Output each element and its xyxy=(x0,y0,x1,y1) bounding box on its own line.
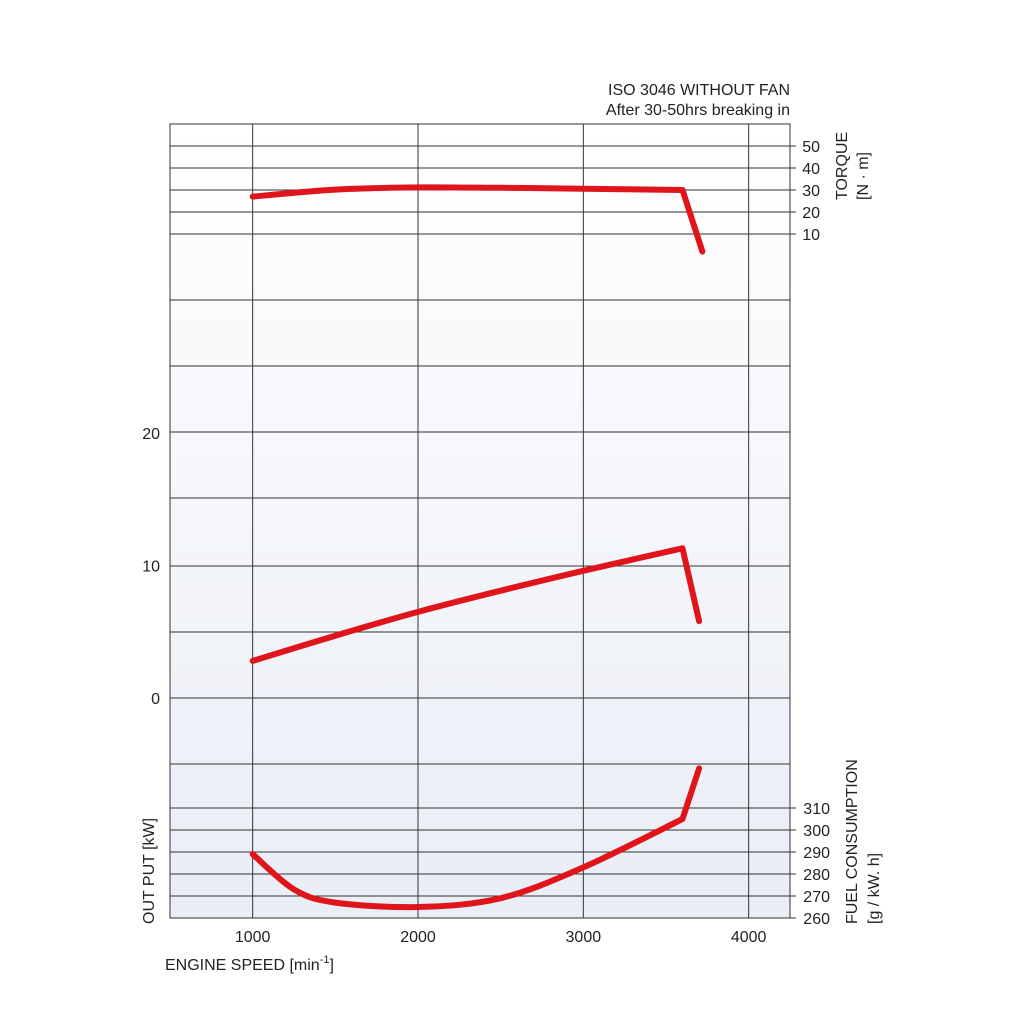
x-axis-title-sup: -1 xyxy=(320,954,330,966)
output-axis-title: OUT PUT [kW] xyxy=(141,818,158,924)
torque-tick-label: 30 xyxy=(802,183,820,200)
x-tick-label: 2000 xyxy=(400,929,436,946)
x-axis-title-main: ENGINE SPEED [min xyxy=(165,957,320,974)
fuel-tick-label: 290 xyxy=(803,845,830,862)
tick-labels: 1000 2000 3000 4000102030405026027028029030… xyxy=(142,139,830,946)
torque-tick-label: 10 xyxy=(802,227,820,244)
curves xyxy=(249,184,706,911)
torque-tick-label: 50 xyxy=(802,139,820,156)
plot-background xyxy=(169,123,791,919)
fuel-axis-title: FUEL CONSUMPTION xyxy=(844,759,861,924)
x-tick-label: 3000 xyxy=(566,929,602,946)
torque-tick-label: 40 xyxy=(802,161,820,178)
fuel-tick-label: 300 xyxy=(803,823,830,840)
output-tick-label: 20 xyxy=(142,426,160,443)
x-axis-title: ENGINE SPEED [min-1] xyxy=(165,954,334,974)
fuel-axis-unit: [g / kW. h] xyxy=(866,853,883,924)
output-curve xyxy=(249,545,703,664)
torque-axis-unit: [N · m] xyxy=(855,152,872,200)
torque-curve xyxy=(249,184,706,255)
output-tick-label: 0 xyxy=(151,691,160,708)
x-tick-label: 4000 xyxy=(731,929,767,946)
fuel-curve xyxy=(249,765,703,911)
fuel-tick-label: 260 xyxy=(803,911,830,928)
torque-tick-label: 20 xyxy=(802,205,820,222)
fuel-tick-label: 280 xyxy=(803,867,830,884)
chart-subtitle: After 30-50hrs breaking in xyxy=(606,102,790,119)
fuel-tick-label: 270 xyxy=(803,889,830,906)
chart-title: ISO 3046 WITHOUT FAN xyxy=(608,82,790,99)
x-tick-label: 1000 xyxy=(235,929,271,946)
output-tick-label: 10 xyxy=(142,559,160,576)
torque-axis-title: TORQUE xyxy=(834,132,851,200)
fuel-tick-label: 310 xyxy=(803,801,830,818)
x-axis-title-close: ] xyxy=(329,957,333,974)
